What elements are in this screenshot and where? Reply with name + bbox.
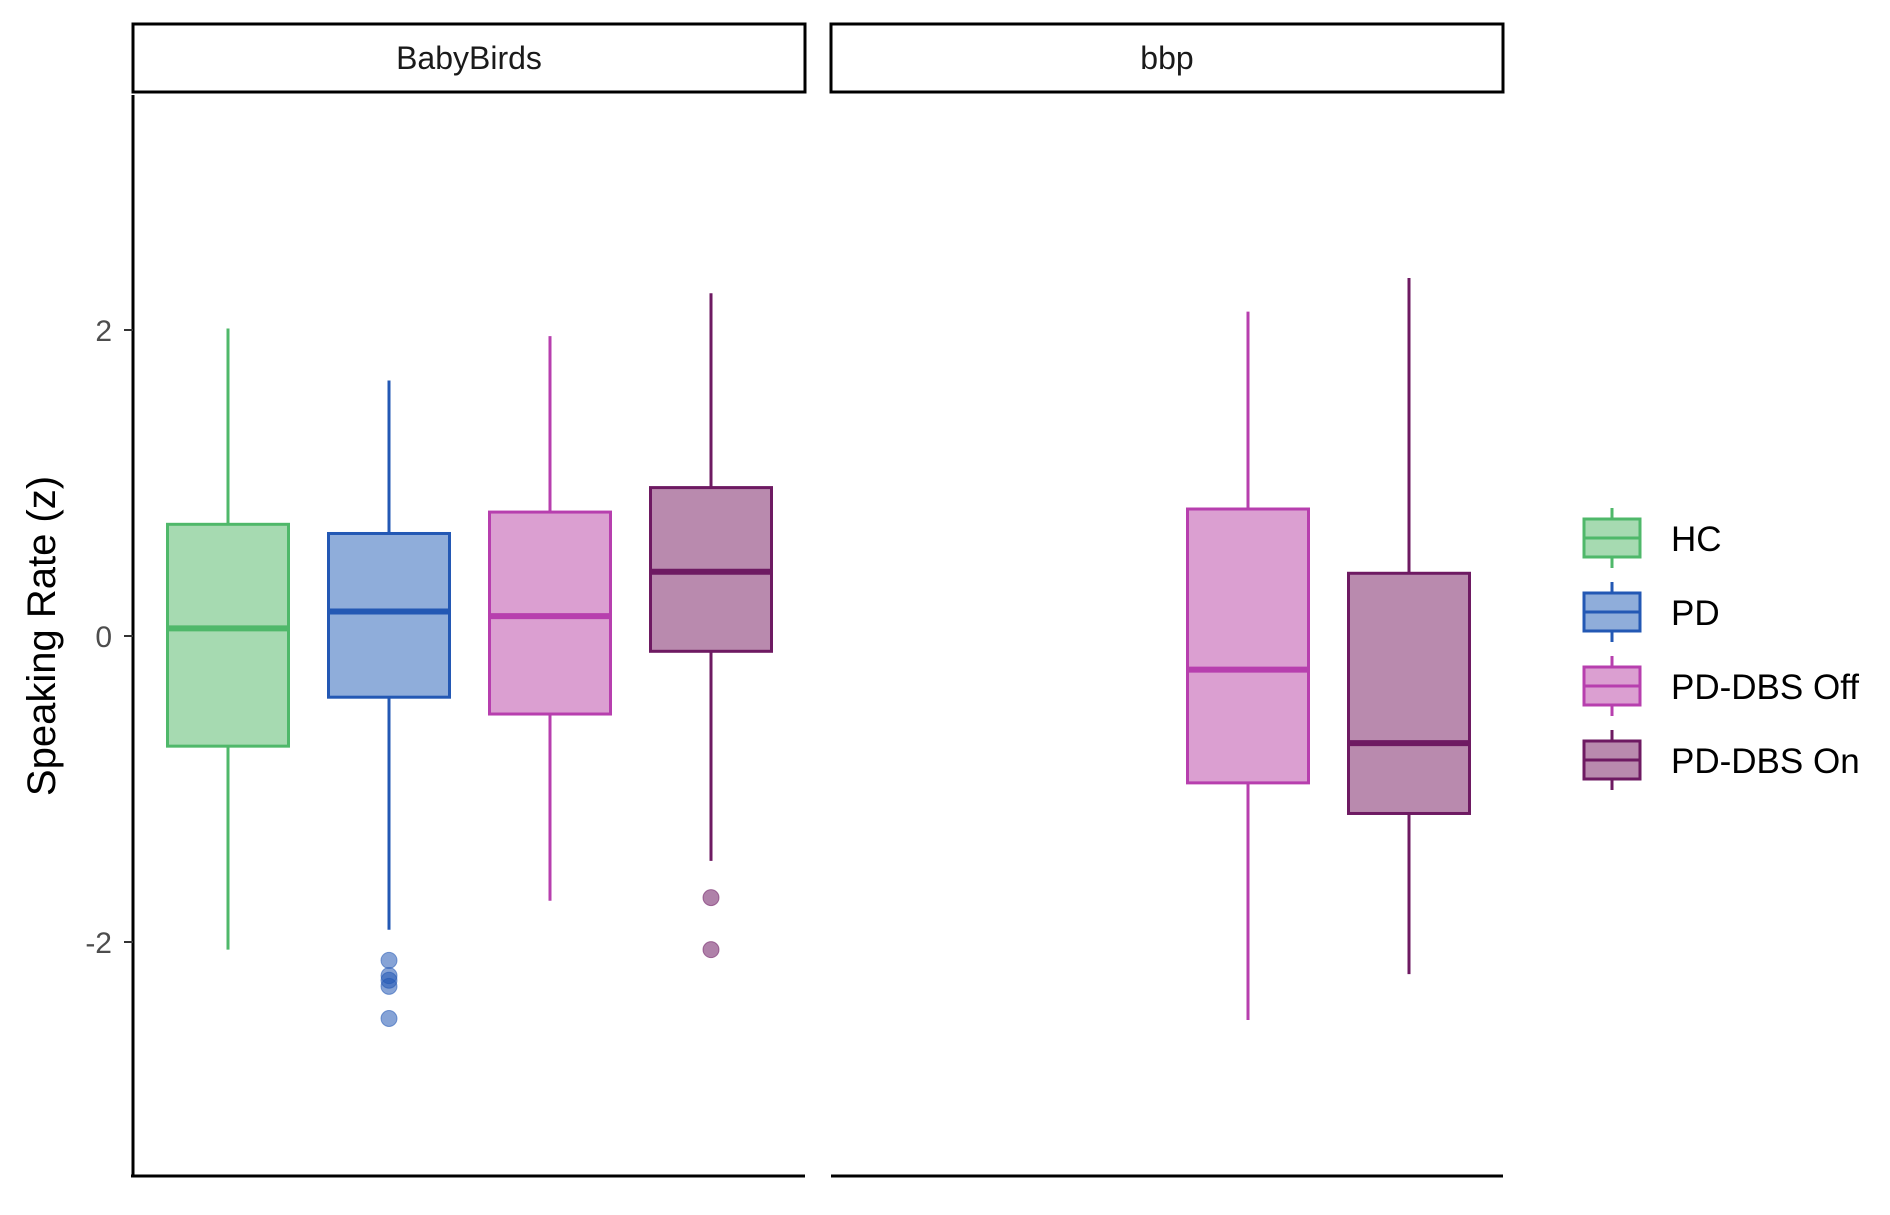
legend-label-hc: HC xyxy=(1671,520,1722,559)
legend-key-pd-dbs-on xyxy=(1582,730,1642,790)
y-tick-label-0: 0 xyxy=(95,621,112,654)
legend-item-pd: PD xyxy=(1582,582,1720,642)
legend-item-pd-dbs-off: PD-DBS Off xyxy=(1582,656,1859,716)
outlier-point-pd xyxy=(380,977,398,995)
y-tick-label-neg2: -2 xyxy=(85,927,112,960)
y-tick-label-2: 2 xyxy=(95,315,112,348)
box-pd xyxy=(327,531,451,699)
legend-key-pd xyxy=(1582,582,1642,642)
y-axis-title: Speaking Rate (z) xyxy=(20,476,64,796)
panel-babybirds xyxy=(166,293,773,1027)
facet-label-bbp: bbp xyxy=(1140,40,1193,76)
facet-label-babybirds: BabyBirds xyxy=(396,40,542,76)
legend-item-pd-dbs-on: PD-DBS On xyxy=(1582,730,1860,790)
legend-key-pd-dbs-off xyxy=(1582,656,1642,716)
outlier-point-pd-dbs-on xyxy=(702,889,720,907)
facet-strip-babybirds: BabyBirds xyxy=(131,22,807,94)
legend: HC PD PD-DBS Off PD-DBS On xyxy=(1582,508,1860,790)
legend-label-pd-dbs-off: PD-DBS Off xyxy=(1671,668,1859,707)
legend-label-pd: PD xyxy=(1671,594,1720,633)
box-pd-dbs-off xyxy=(488,510,612,716)
outlier-point-pd xyxy=(380,951,398,969)
box-pd-dbs-on xyxy=(1347,571,1471,815)
y-ticks: 2 0 -2 xyxy=(85,315,133,960)
legend-label-pd-dbs-on: PD-DBS On xyxy=(1671,742,1860,781)
panel-bbp xyxy=(1186,277,1471,1021)
facet-strip-bbp: bbp xyxy=(829,22,1505,94)
box-hc xyxy=(166,522,290,748)
outlier-point-pd-dbs-on xyxy=(702,941,720,959)
legend-key-hc xyxy=(1582,508,1642,568)
legend-item-hc: HC xyxy=(1582,508,1722,568)
outlier-point-pd xyxy=(380,1010,398,1027)
box-pd-dbs-off xyxy=(1186,507,1310,785)
